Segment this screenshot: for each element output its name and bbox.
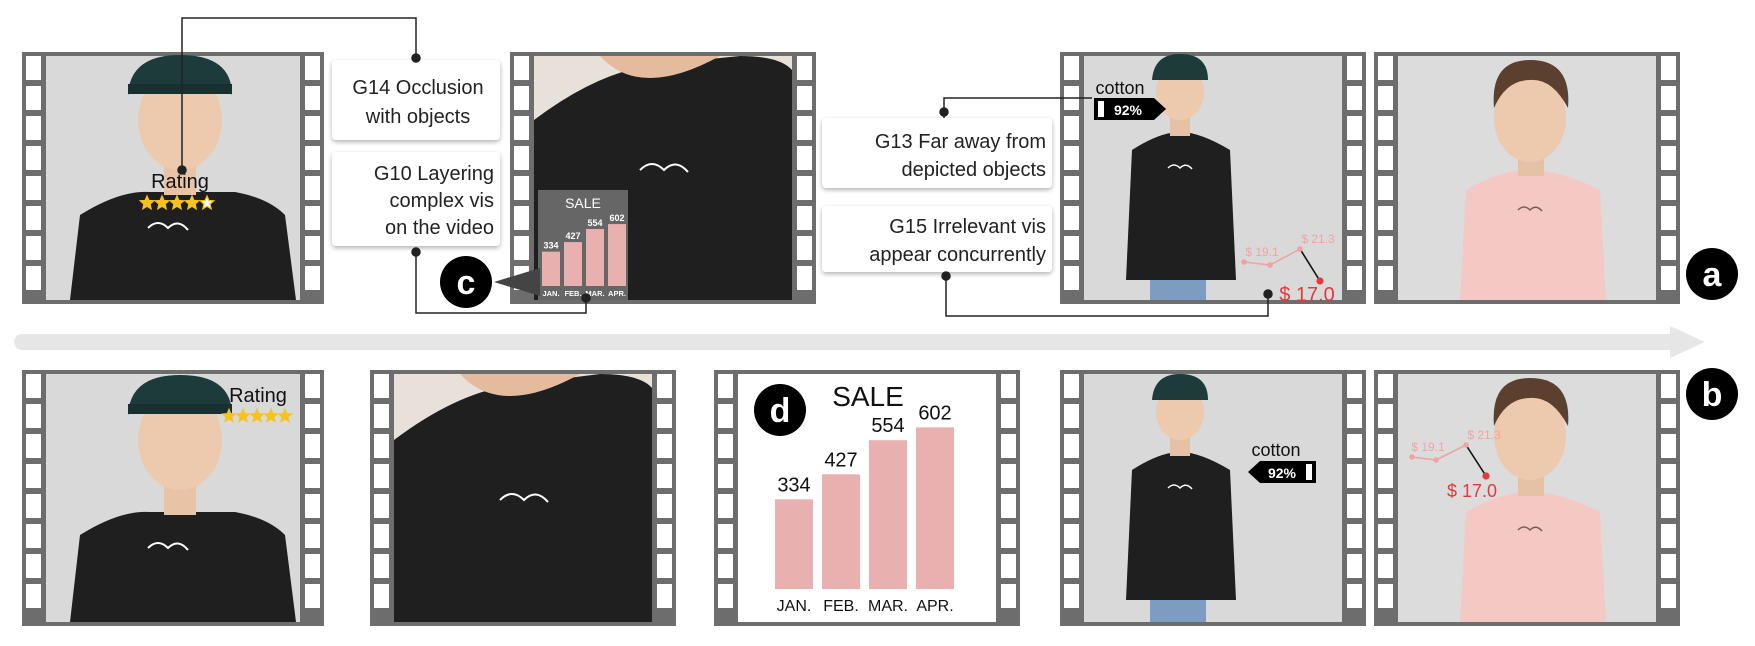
marker-label: c	[457, 264, 476, 302]
marker-a: a	[1686, 248, 1738, 300]
mini-sale-chart: SALE 334 JAN. 427 FEB. 554 MAR. 602 APR.	[538, 190, 628, 302]
marker-label: a	[1703, 256, 1723, 294]
bar	[564, 242, 582, 286]
price-point-label: $ 21.3	[1301, 232, 1335, 246]
frame-b4	[1060, 370, 1366, 626]
callout-line: G13 Far away from	[875, 131, 1046, 153]
frame-b2	[370, 370, 676, 626]
bar-value-label: 334	[543, 241, 558, 251]
category-label: FEB.	[823, 598, 859, 615]
mini-chart-title: SALE	[565, 195, 601, 211]
price-point	[1241, 259, 1247, 265]
price-point-label: $ 19.1	[1245, 245, 1279, 259]
marker-d: d	[754, 384, 806, 436]
bar	[916, 427, 954, 589]
frame-b5	[1374, 370, 1680, 626]
material-label: cotton	[1251, 440, 1300, 460]
price-point	[1463, 442, 1469, 448]
bar	[775, 499, 813, 589]
price-point-label: $ 19.1	[1411, 440, 1445, 454]
material-value: 92%	[1114, 102, 1143, 118]
bar	[542, 252, 560, 286]
bar-value-label: 602	[918, 402, 951, 424]
rating-label: Rating	[229, 385, 287, 407]
bar-value-label: 554	[871, 415, 904, 437]
callout-line: appear concurrently	[869, 244, 1046, 266]
row-a: Rating SALE 334 JAN. 427 FEB. 554 MAR. 602 APR.	[22, 18, 1738, 316]
bar	[869, 440, 907, 589]
category-label: MAR.	[868, 598, 908, 615]
material-value: 92%	[1268, 465, 1297, 481]
bar	[608, 224, 626, 286]
callout-g10: G10 Layering complex vis on the video	[332, 152, 500, 246]
callout-g14: G14 Occlusion with objects	[332, 60, 500, 140]
current-price-label: $ 17.0	[1447, 481, 1497, 501]
callout-line: with objects	[365, 106, 471, 128]
price-point-label: $ 21.3	[1467, 428, 1501, 442]
price-point	[1409, 454, 1415, 460]
current-price-point	[1482, 472, 1489, 479]
bar-value-label: 427	[824, 449, 857, 471]
category-label: JAN.	[777, 598, 812, 615]
callout-line: G10 Layering	[374, 163, 494, 185]
marker-label: b	[1702, 376, 1723, 414]
callout-g15: G15 Irrelevant vis appear concurrently	[822, 206, 1052, 272]
chart-title: SALE	[832, 381, 904, 412]
bar-value-label: 334	[777, 474, 810, 496]
bar	[822, 474, 860, 589]
price-point	[1267, 262, 1273, 268]
category-label: JAN.	[542, 289, 559, 298]
category-label: APR.	[916, 598, 953, 615]
callout-line: on the video	[385, 217, 494, 239]
frame-a4	[1374, 52, 1680, 304]
bar-value-label: 554	[587, 218, 602, 228]
current-price-label: $ 17.0	[1279, 284, 1335, 306]
material-label: cotton	[1095, 78, 1144, 98]
row-b: Rating SALE 334 JAN. 427 FEB. 554 MAR. 602 APR.…	[22, 368, 1738, 626]
callout-line: G14 Occlusion	[352, 77, 483, 99]
callout-line: G15 Irrelevant vis	[889, 216, 1046, 238]
callout-line: complex vis	[390, 190, 494, 212]
price-point	[1433, 457, 1439, 463]
callout-g13: G13 Far away from depicted objects	[822, 118, 1052, 188]
marker-label: d	[770, 392, 791, 430]
category-label: FEB.	[564, 289, 581, 298]
rating-overlay-bottom: Rating	[223, 385, 291, 421]
rating-overlay-top: Rating	[140, 171, 213, 209]
frame-b1	[22, 370, 324, 626]
category-label: APR.	[608, 289, 626, 298]
marker-b: b	[1686, 368, 1738, 420]
callout-line: depicted objects	[901, 159, 1046, 181]
timeline-arrow	[14, 326, 1705, 358]
bar-value-label: 427	[565, 231, 580, 241]
price-point	[1297, 246, 1303, 252]
bar	[586, 229, 604, 286]
bar-value-label: 602	[609, 213, 624, 223]
